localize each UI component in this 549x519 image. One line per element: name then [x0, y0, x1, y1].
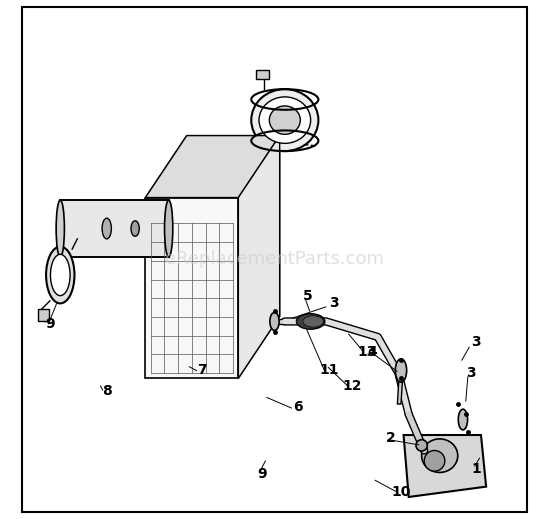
Text: 1: 1: [471, 461, 481, 475]
Polygon shape: [404, 435, 486, 497]
Polygon shape: [238, 135, 279, 378]
Text: 3: 3: [466, 366, 475, 380]
Polygon shape: [145, 135, 279, 198]
Ellipse shape: [165, 200, 173, 257]
Ellipse shape: [422, 439, 458, 472]
Text: 8: 8: [102, 384, 111, 398]
Text: 3: 3: [471, 335, 480, 349]
Ellipse shape: [51, 254, 70, 296]
Ellipse shape: [251, 89, 318, 151]
Ellipse shape: [131, 221, 139, 236]
Ellipse shape: [270, 312, 279, 331]
FancyBboxPatch shape: [256, 70, 270, 79]
Polygon shape: [145, 135, 279, 198]
Text: 13: 13: [358, 346, 377, 360]
Polygon shape: [238, 135, 279, 378]
Ellipse shape: [416, 440, 427, 451]
Text: 3: 3: [329, 296, 339, 310]
Polygon shape: [274, 319, 285, 324]
Polygon shape: [397, 363, 404, 404]
Polygon shape: [60, 200, 169, 257]
FancyBboxPatch shape: [145, 198, 238, 378]
Text: 5: 5: [303, 289, 313, 303]
Ellipse shape: [259, 97, 311, 143]
Ellipse shape: [303, 316, 323, 327]
Text: 12: 12: [342, 379, 362, 393]
Text: 9: 9: [257, 467, 266, 481]
Text: eReplacementParts.com: eReplacementParts.com: [165, 251, 384, 268]
Text: 11: 11: [319, 363, 338, 377]
Ellipse shape: [458, 409, 468, 430]
Text: 6: 6: [293, 400, 302, 414]
FancyBboxPatch shape: [38, 308, 49, 321]
Ellipse shape: [102, 218, 111, 239]
Text: 2: 2: [386, 431, 395, 445]
Ellipse shape: [296, 313, 325, 329]
Ellipse shape: [56, 200, 64, 257]
Text: 10: 10: [391, 485, 411, 499]
Text: 4: 4: [368, 346, 378, 360]
Ellipse shape: [270, 106, 300, 134]
Ellipse shape: [424, 450, 445, 471]
Text: 7: 7: [198, 363, 207, 377]
Ellipse shape: [46, 247, 75, 304]
Ellipse shape: [395, 359, 407, 382]
Text: 9: 9: [45, 317, 55, 331]
